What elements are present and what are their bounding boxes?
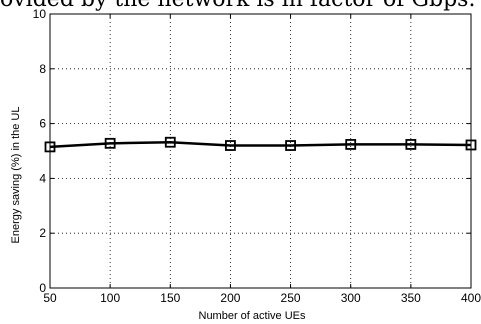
x-tick-label: 150 <box>160 291 180 305</box>
y-tick-label: 2 <box>39 226 46 240</box>
y-axis-label: Energy saving (%) in the UL <box>10 107 22 244</box>
y-tick-label: 10 <box>33 7 47 21</box>
data-point-marker <box>44 141 56 153</box>
caption-text: ovided by the network is in factor of Gb… <box>0 0 481 14</box>
series-line <box>49 140 472 149</box>
data-point-marker <box>345 139 357 150</box>
data-point-marker <box>164 136 176 148</box>
y-tick-label: 0 <box>39 281 46 295</box>
data-point-marker <box>225 140 236 151</box>
x-tick-label: 50 <box>43 291 57 305</box>
x-tick-label: 400 <box>461 291 481 305</box>
y-tick-label: 8 <box>39 62 46 76</box>
x-tick-label: 300 <box>341 291 361 305</box>
x-axis-label: Number of active UEs <box>199 310 306 322</box>
x-tick-label: 350 <box>401 291 421 305</box>
data-point-marker <box>104 137 116 149</box>
y-tick-label: 6 <box>39 117 46 131</box>
data-point-marker <box>285 140 296 151</box>
data-point-marker <box>465 139 477 151</box>
x-tick-label: 100 <box>100 291 120 305</box>
data-point-marker <box>405 139 417 150</box>
x-tick-label: 250 <box>281 291 301 305</box>
x-tick-label: 200 <box>220 291 240 305</box>
y-tick-label: 4 <box>39 171 46 185</box>
plot-background <box>50 14 471 288</box>
